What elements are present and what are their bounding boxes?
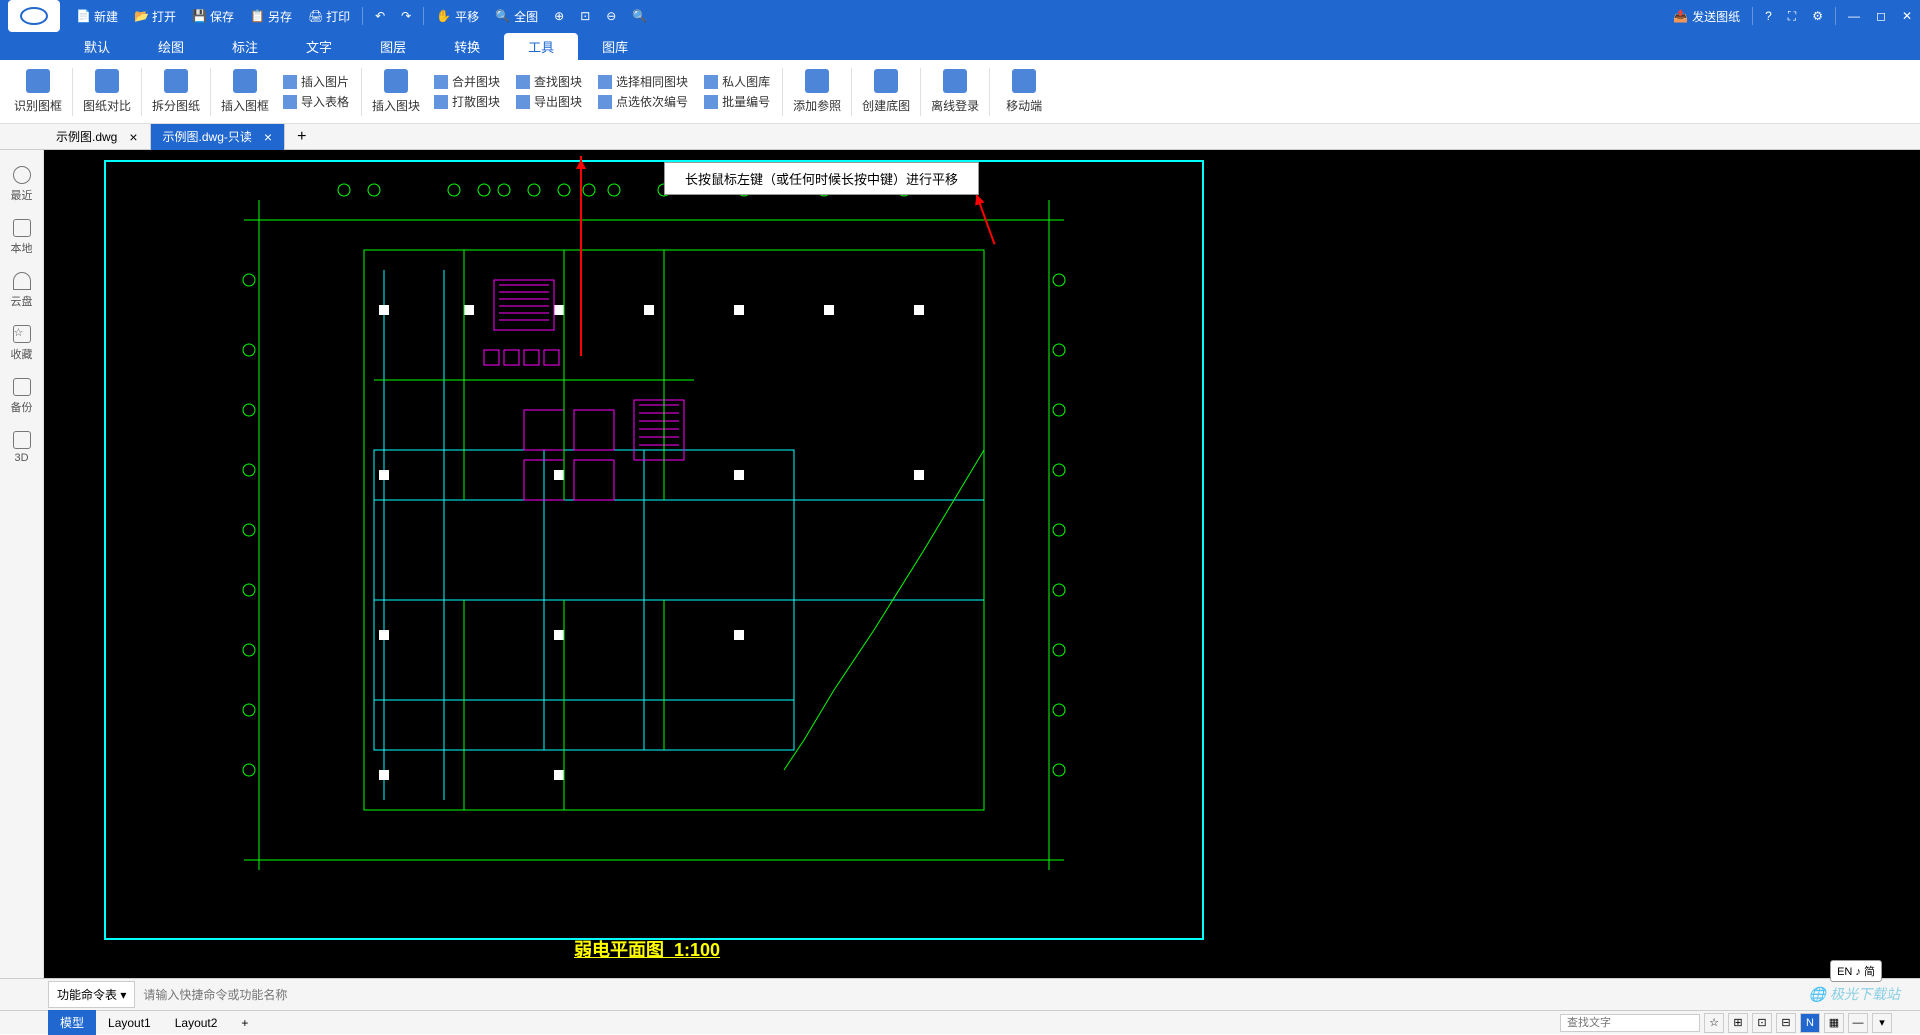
offline-login-button[interactable]: 离线登录: [925, 62, 985, 122]
recent-button[interactable]: 最近: [0, 158, 43, 211]
menu-text[interactable]: 文字: [282, 33, 356, 60]
import-table-button[interactable]: 导入表格: [275, 92, 357, 112]
polar-icon[interactable]: N: [1800, 1013, 1820, 1033]
add-layout-button[interactable]: +: [229, 1012, 260, 1034]
annotation-arrow: [580, 156, 582, 356]
snap-icon[interactable]: ⊡: [1752, 1013, 1772, 1033]
doc-tab-2[interactable]: 示例图.dwg-只读×: [151, 124, 286, 150]
favorites-button[interactable]: ☆收藏: [0, 317, 43, 370]
menu-draw[interactable]: 绘图: [134, 33, 208, 60]
batch-number-button[interactable]: 批量编号: [696, 92, 778, 112]
doc-tab-1[interactable]: 示例图.dwg×: [44, 124, 151, 150]
layout-tab-1[interactable]: Layout1: [96, 1012, 163, 1034]
insert-image-button[interactable]: 插入图片: [275, 72, 357, 92]
export-block-button[interactable]: 导出图块: [508, 92, 590, 112]
find-block-button[interactable]: 查找图块: [508, 72, 590, 92]
explode-block-button[interactable]: 打散图块: [426, 92, 508, 112]
open-button[interactable]: 📂打开: [126, 0, 184, 32]
redo-button[interactable]: ↷: [393, 0, 419, 32]
undo-button[interactable]: ↶: [367, 0, 393, 32]
number-button[interactable]: 点选依次编号: [590, 92, 696, 112]
cloud-button[interactable]: 云盘: [0, 264, 43, 317]
print-button[interactable]: 🖨打印: [300, 0, 358, 32]
line-icon[interactable]: —: [1848, 1013, 1868, 1033]
new-button[interactable]: 📄新建: [68, 0, 126, 32]
maximize-button[interactable]: ◻: [1868, 0, 1894, 32]
ortho-icon[interactable]: ⊟: [1776, 1013, 1796, 1033]
insert-block-button[interactable]: 插入图块: [366, 62, 426, 122]
status-icon[interactable]: ☆: [1704, 1013, 1724, 1033]
send-drawing-button[interactable]: 📤 发送图纸: [1665, 0, 1748, 32]
pan-tooltip: 长按鼠标左键（或任何时候长按中键）进行平移: [664, 162, 979, 195]
menu-library[interactable]: 图库: [578, 33, 652, 60]
title-bar: 📄新建 📂打开 💾保存 📋另存 🖨打印 ↶ ↷ ✋ 平移 🔍 全图 ⊕ ⊡ ⊖ …: [0, 0, 1920, 32]
menu-default[interactable]: 默认: [60, 33, 134, 60]
pan-button[interactable]: ✋ 平移: [428, 0, 487, 32]
merge-block-button[interactable]: 合并图块: [426, 72, 508, 92]
private-lib-button[interactable]: 私人图库: [696, 72, 778, 92]
layout-tab-model[interactable]: 模型: [48, 1010, 96, 1035]
drawing-canvas[interactable]: 长按鼠标左键（或任何时候长按中键）进行平移 弱电平面图 1:100: [44, 150, 1920, 978]
menu-annotate[interactable]: 标注: [208, 33, 282, 60]
menu-tools[interactable]: 工具: [504, 33, 578, 60]
backup-button[interactable]: 备份: [0, 370, 43, 423]
osnap-icon[interactable]: ▦: [1824, 1013, 1844, 1033]
add-tab-button[interactable]: +: [285, 128, 318, 146]
menu-convert[interactable]: 转换: [430, 33, 504, 60]
ribbon: 识别图框 图纸对比 拆分图纸 插入图框 插入图片 导入表格 插入图块 合并图块 …: [0, 60, 1920, 124]
zoom-button[interactable]: 🔍: [624, 0, 655, 32]
settings-button[interactable]: ⚙: [1804, 0, 1831, 32]
zoom-window-button[interactable]: ⊡: [572, 0, 598, 32]
watermark: 🌐 极光下载站: [1809, 984, 1900, 1004]
close-icon[interactable]: ×: [129, 129, 137, 145]
zoom-extents-button[interactable]: 🔍 全图: [487, 0, 546, 32]
menu-layer[interactable]: 图层: [356, 33, 430, 60]
compare-button[interactable]: 图纸对比: [77, 62, 137, 122]
add-xref-button[interactable]: 添加参照: [787, 62, 847, 122]
fullscreen-button[interactable]: ⛶: [1780, 0, 1804, 32]
menu-bar: 默认 绘图 标注 文字 图层 转换 工具 图库: [0, 32, 1920, 60]
save-button[interactable]: 💾保存: [184, 0, 242, 32]
help-button[interactable]: ?: [1757, 0, 1780, 32]
command-bar: 功能命令表 ▾: [0, 978, 1920, 1010]
grid-icon[interactable]: ⊞: [1728, 1013, 1748, 1033]
left-sidebar: 最近 本地 云盘 ☆收藏 备份 3D: [0, 150, 44, 978]
workspace: 最近 本地 云盘 ☆收藏 备份 3D: [0, 150, 1920, 978]
language-badge[interactable]: EN ♪ 简: [1830, 960, 1882, 982]
dropdown-icon[interactable]: ▾: [1872, 1013, 1892, 1033]
cad-drawing: [44, 150, 1920, 978]
create-underlay-button[interactable]: 创建底图: [856, 62, 916, 122]
close-button[interactable]: ✕: [1894, 0, 1920, 32]
identify-frame-button[interactable]: 识别图框: [8, 62, 68, 122]
command-label[interactable]: 功能命令表 ▾: [48, 981, 135, 1008]
search-input[interactable]: [1560, 1014, 1700, 1032]
status-bar: 模型 Layout1 Layout2 + ☆ ⊞ ⊡ ⊟ N ▦ — ▾: [0, 1010, 1920, 1034]
command-input[interactable]: [135, 984, 1916, 1006]
minimize-button[interactable]: —: [1840, 0, 1868, 32]
3d-button[interactable]: 3D: [0, 423, 43, 472]
document-tabs: 示例图.dwg× 示例图.dwg-只读× +: [0, 124, 1920, 150]
drawing-title: 弱电平面图 1:100: [574, 936, 720, 962]
saveas-button[interactable]: 📋另存: [242, 0, 300, 32]
mobile-button[interactable]: 移动端: [994, 62, 1054, 122]
select-same-button[interactable]: 选择相同图块: [590, 72, 696, 92]
app-logo[interactable]: [8, 0, 60, 32]
split-button[interactable]: 拆分图纸: [146, 62, 206, 122]
zoom-out-button[interactable]: ⊖: [598, 0, 624, 32]
layout-tab-2[interactable]: Layout2: [163, 1012, 230, 1034]
insert-frame-button[interactable]: 插入图框: [215, 62, 275, 122]
zoom-in-button[interactable]: ⊕: [546, 0, 572, 32]
local-button[interactable]: 本地: [0, 211, 43, 264]
close-icon[interactable]: ×: [264, 129, 272, 145]
